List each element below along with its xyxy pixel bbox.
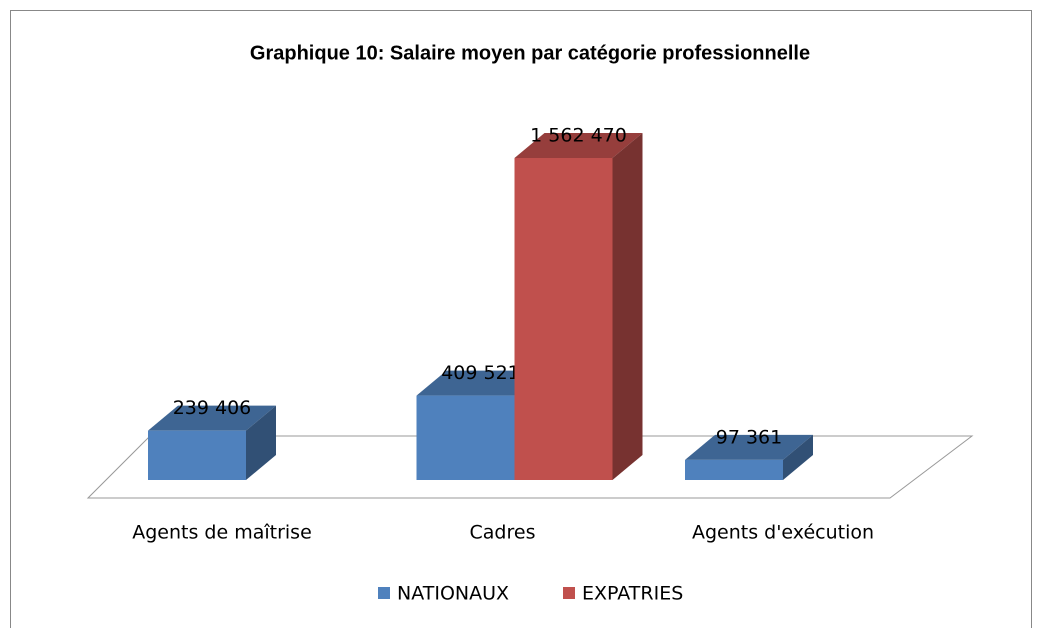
value-label: 97 361 bbox=[716, 426, 782, 448]
bar-side bbox=[783, 434, 813, 480]
bar-top bbox=[514, 133, 643, 158]
bar bbox=[685, 459, 783, 480]
bar bbox=[148, 430, 246, 480]
value-label: 409 521 bbox=[441, 362, 520, 384]
x-tick-label: Agents de maîtrise bbox=[132, 522, 312, 544]
legend-swatch bbox=[563, 587, 575, 599]
bar bbox=[514, 158, 613, 480]
legend-label: EXPATRIES bbox=[582, 583, 683, 605]
bar bbox=[416, 395, 515, 480]
legend-swatch bbox=[378, 587, 390, 599]
bar-side bbox=[246, 405, 276, 480]
x-tick-label: Agents d'exécution bbox=[692, 522, 874, 544]
bar-top bbox=[685, 434, 813, 460]
legend-label: NATIONAUX bbox=[397, 583, 509, 605]
chart-border bbox=[10, 10, 1032, 628]
x-tick-label: Cadres bbox=[470, 522, 536, 544]
bar-top bbox=[416, 370, 545, 396]
bar-side bbox=[612, 133, 643, 480]
value-label: 239 406 bbox=[173, 397, 252, 419]
bar-top bbox=[148, 405, 276, 431]
chart-title: Graphique 10: Salaire moyen par catégori… bbox=[250, 42, 810, 64]
value-label: 1 562 470 bbox=[530, 125, 627, 147]
